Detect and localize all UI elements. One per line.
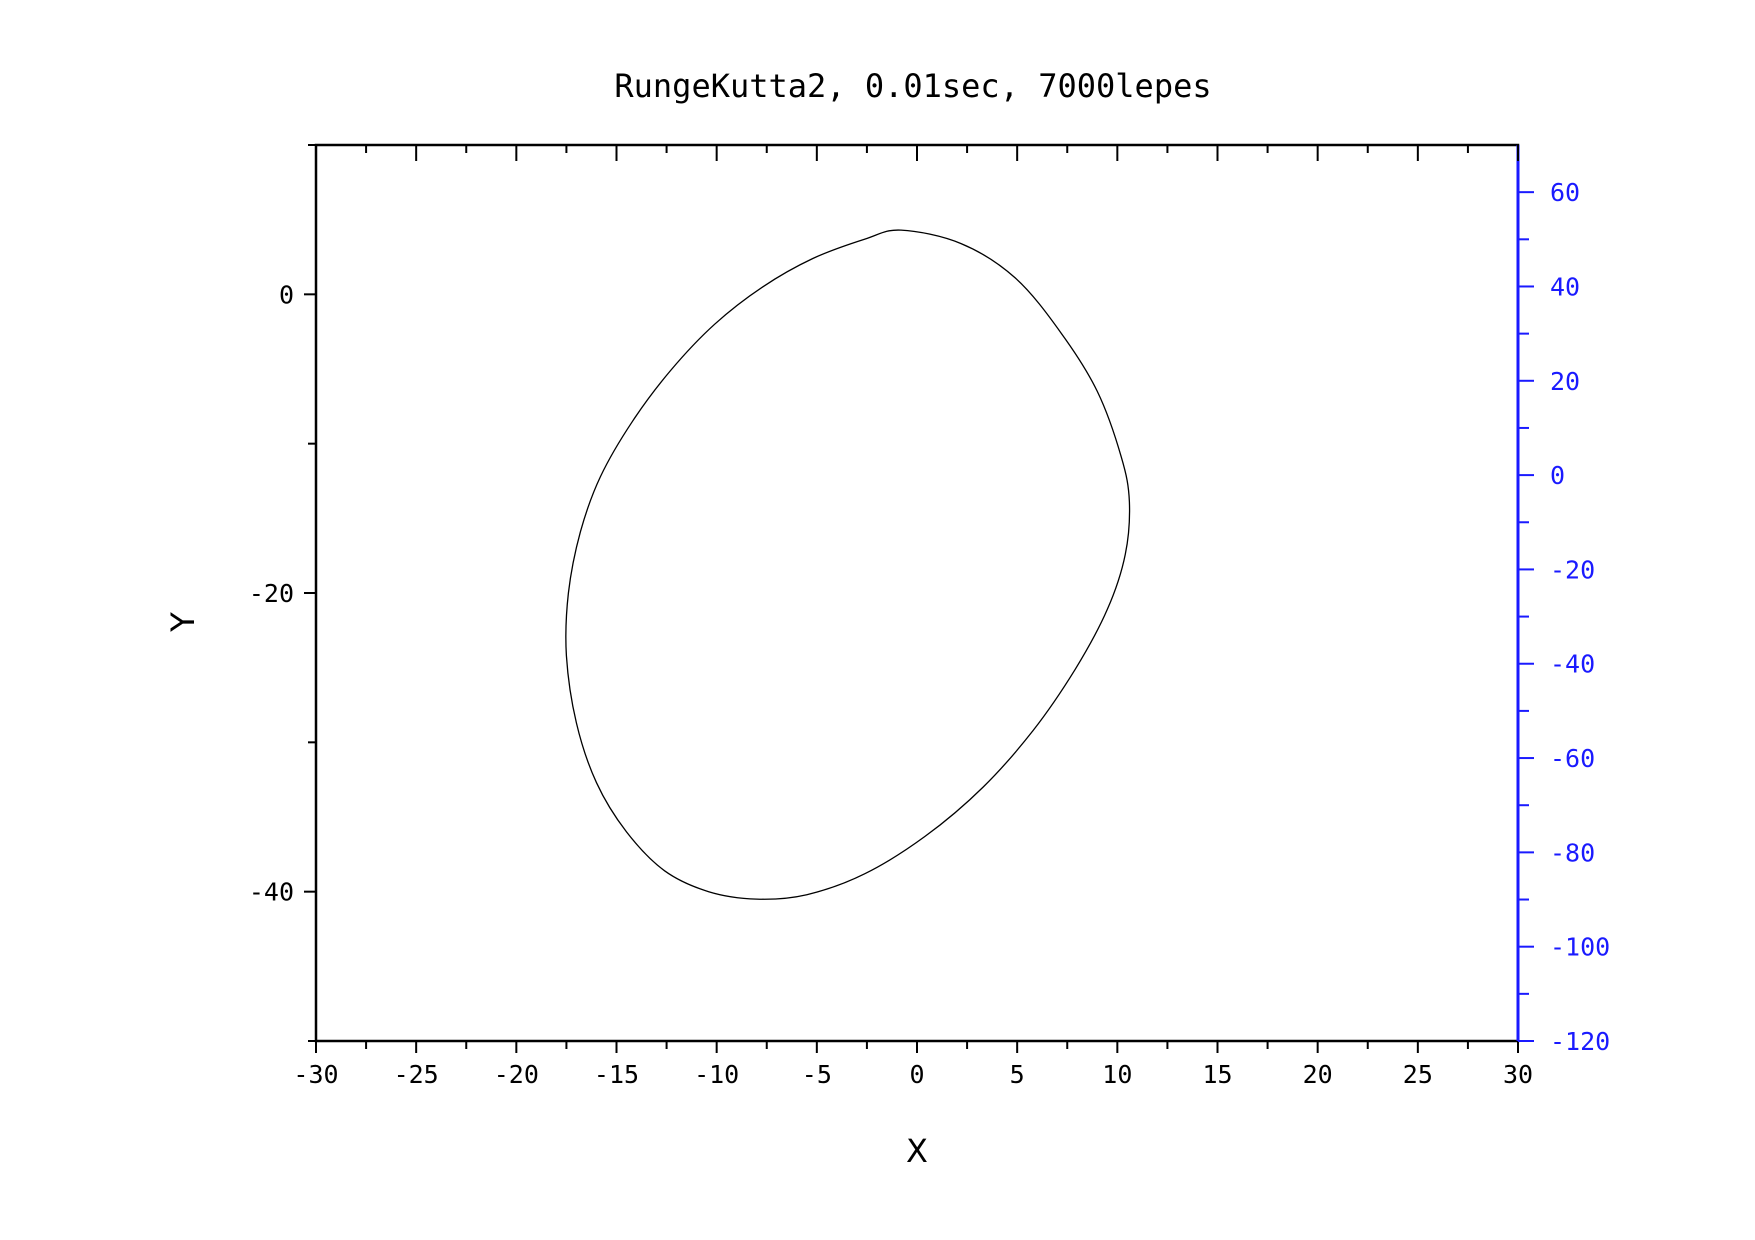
x-axis-title: X: [906, 1132, 928, 1170]
y2-axis-ticks: 60 40 20 0 -20 -40 -60 -80 -100 -120: [1518, 178, 1610, 1056]
y2-tick-label: -80: [1550, 838, 1595, 867]
x-axis-ticks: -30 -25 -20 -15 -10 -5 0 5 10 15 20 25 30: [293, 145, 1533, 1089]
x-tick-label: 30: [1503, 1060, 1533, 1089]
y2-tick-label: -60: [1550, 744, 1595, 773]
x-tick-label: 5: [1010, 1060, 1025, 1089]
plot-frame: [314, 143, 1520, 1043]
x-tick-label: 10: [1102, 1060, 1132, 1089]
plot-area: -30 -25 -20 -15 -10 -5 0 5 10 15 20 25 30 0 -20 -40 60…: [249, 143, 1610, 1089]
orbit-line: [565, 229, 1131, 900]
x-tick-label: -20: [494, 1060, 539, 1089]
x-tick-label: 20: [1303, 1060, 1333, 1089]
x-tick-label: 15: [1202, 1060, 1232, 1089]
y2-tick-label: 40: [1550, 272, 1580, 301]
x-tick-label: 25: [1403, 1060, 1433, 1089]
y2-tick-label: 0: [1550, 461, 1565, 490]
chart-title: RungeKutta2, 0.01sec, 7000lepes: [614, 67, 1211, 105]
y2-tick-label: 60: [1550, 178, 1580, 207]
y-axis-ticks: 0 -20 -40: [249, 144, 316, 1042]
y2-tick-label: 20: [1550, 367, 1580, 396]
y-tick-label: -20: [249, 579, 294, 608]
y-tick-label: -40: [249, 878, 294, 907]
x-tick-label: 0: [909, 1060, 924, 1089]
y2-tick-label: -40: [1550, 650, 1595, 679]
y2-tick-label: -100: [1550, 933, 1610, 962]
x-tick-label: -25: [394, 1060, 439, 1089]
x-tick-label: -5: [802, 1060, 832, 1089]
x-tick-label: -10: [694, 1060, 739, 1089]
y-axis-title: Y: [164, 612, 202, 633]
y2-tick-label: -120: [1550, 1027, 1610, 1056]
y2-tick-label: -20: [1550, 555, 1595, 584]
x-tick-label: -30: [293, 1060, 338, 1089]
y-tick-label: 0: [279, 280, 294, 309]
x-tick-label: -15: [594, 1060, 639, 1089]
